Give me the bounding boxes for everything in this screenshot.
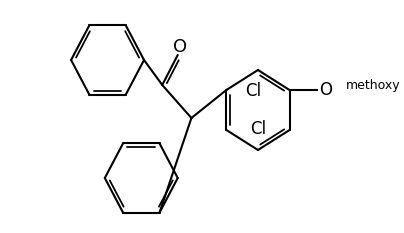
Text: methoxy: methoxy xyxy=(346,79,401,93)
Text: O: O xyxy=(173,38,187,56)
Text: Cl: Cl xyxy=(250,120,266,138)
Text: O: O xyxy=(319,81,332,99)
Text: Cl: Cl xyxy=(245,82,261,100)
